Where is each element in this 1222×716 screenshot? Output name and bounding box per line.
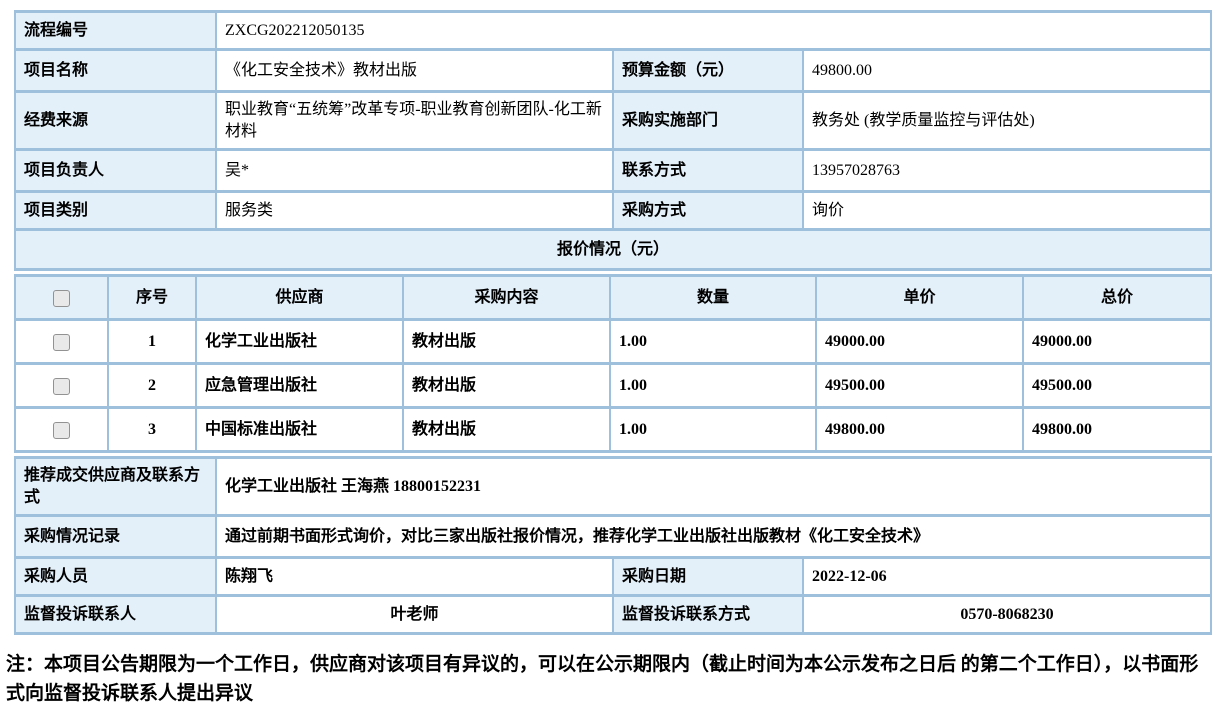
purchase-method-label: 采购方式 [612, 190, 804, 232]
process-no-label: 流程编号 [14, 10, 217, 51]
budget-label: 预算金额（元） [612, 48, 804, 93]
qty-cell: 1.00 [609, 362, 817, 410]
project-name-value: 《化工安全技术》教材出版 [215, 48, 614, 93]
recommended-supplier-label: 推荐成交供应商及联系方式 [14, 456, 217, 518]
purchase-method-value: 询价 [801, 190, 1213, 232]
row-checkbox[interactable] [53, 421, 70, 439]
qty-cell: 1.00 [609, 318, 817, 366]
supplier-cell: 化学工业出版社 [195, 318, 404, 366]
project-category-value: 服务类 [215, 190, 614, 232]
supervisor-label: 监督投诉联系人 [14, 594, 217, 636]
row-no: 1 [107, 318, 197, 366]
budget-value: 49800.00 [801, 48, 1213, 93]
quote-row: 2 应急管理出版社 教材出版 1.00 49500.00 49500.00 [14, 362, 1212, 410]
recommended-supplier-value: 化学工业出版社 王海燕 18800152231 [214, 456, 1213, 518]
row-no: 2 [107, 362, 197, 410]
supplier-cell: 中国标准出版社 [195, 406, 404, 454]
funding-source-value: 职业教育“五统筹”改革专项-职业教育创新团队-化工新材料 [215, 89, 614, 152]
supervisor-contact-value: 0570-8068230 [801, 594, 1213, 636]
column-header-qty: 数量 [609, 274, 817, 322]
column-header-no: 序号 [107, 274, 197, 322]
total-cell: 49800.00 [1022, 406, 1212, 454]
quote-table: 序号 供应商 采购内容 数量 单价 总价 1 化学工业出版社 教材出版 1.00… [14, 274, 1212, 454]
table-row: 项目名称 《化工安全技术》教材出版 预算金额（元） 49800.00 [14, 48, 1213, 93]
quote-section-title: 报价情况（元） [13, 228, 1213, 272]
contact-label: 联系方式 [612, 148, 804, 194]
content-cell: 教材出版 [402, 362, 611, 410]
quote-header-row: 序号 供应商 采购内容 数量 单价 总价 [14, 274, 1212, 322]
supplier-cell: 应急管理出版社 [195, 362, 404, 410]
unit-price-cell: 49500.00 [815, 362, 1024, 410]
project-category-label: 项目类别 [14, 190, 217, 232]
table-row: 项目负责人 吴* 联系方式 13957028763 [14, 148, 1213, 194]
summary-table: 推荐成交供应商及联系方式 化学工业出版社 王海燕 18800152231 采购情… [14, 456, 1213, 636]
purchasing-dept-label: 采购实施部门 [612, 89, 804, 152]
unit-price-cell: 49800.00 [815, 406, 1024, 454]
procurement-announcement-page: 流程编号 ZXCG202212050135 项目名称 《化工安全技术》教材出版 … [6, 10, 1213, 708]
table-row: 监督投诉联系人 叶老师 监督投诉联系方式 0570-8068230 [14, 594, 1213, 636]
table-row: 报价情况（元） [13, 228, 1213, 272]
supervisor-value: 叶老师 [215, 594, 614, 636]
quote-row: 3 中国标准出版社 教材出版 1.00 49800.00 49800.00 [14, 406, 1212, 454]
table-row: 采购情况记录 通过前期书面形式询价，对比三家出版社报价情况，推荐化学工业出版社出… [14, 514, 1213, 560]
quote-row: 1 化学工业出版社 教材出版 1.00 49000.00 49000.00 [14, 318, 1212, 366]
purchaser-label: 采购人员 [14, 556, 217, 598]
row-checkbox[interactable] [53, 377, 70, 395]
table-row: 项目类别 服务类 采购方式 询价 [14, 190, 1213, 232]
project-name-label: 项目名称 [14, 48, 217, 93]
qty-cell: 1.00 [609, 406, 817, 454]
contact-value: 13957028763 [801, 148, 1213, 194]
project-leader-value: 吴* [215, 148, 614, 194]
select-all-checkbox[interactable] [53, 289, 70, 307]
table-row: 流程编号 ZXCG202212050135 [14, 10, 1213, 51]
column-header-supplier: 供应商 [195, 274, 404, 322]
column-header-unit-price: 单价 [815, 274, 1024, 322]
supervisor-contact-label: 监督投诉联系方式 [612, 594, 804, 636]
purchase-date-value: 2022-12-06 [801, 556, 1213, 598]
column-header-content: 采购内容 [402, 274, 611, 322]
content-cell: 教材出版 [402, 318, 611, 366]
project-info-table: 流程编号 ZXCG202212050135 项目名称 《化工安全技术》教材出版 … [13, 10, 1213, 272]
table-row: 采购人员 陈翔飞 采购日期 2022-12-06 [14, 556, 1213, 598]
total-cell: 49500.00 [1022, 362, 1212, 410]
content-cell: 教材出版 [402, 406, 611, 454]
row-checkbox[interactable] [53, 333, 70, 351]
column-header-total: 总价 [1022, 274, 1212, 322]
purchase-record-value: 通过前期书面形式询价，对比三家出版社报价情况，推荐化学工业出版社出版教材《化工安… [214, 514, 1213, 560]
purchaser-value: 陈翔飞 [215, 556, 614, 598]
unit-price-cell: 49000.00 [815, 318, 1024, 366]
total-cell: 49000.00 [1022, 318, 1212, 366]
funding-source-label: 经费来源 [14, 89, 217, 152]
row-checkbox-cell [14, 318, 109, 366]
select-all-cell [14, 274, 109, 322]
row-checkbox-cell [14, 362, 109, 410]
announcement-note: 注：本项目公告期限为一个工作日，供应商对该项目有异议的，可以在公示期限内（截止时… [6, 654, 1199, 704]
process-no-value: ZXCG202212050135 [214, 10, 1213, 51]
purchase-record-label: 采购情况记录 [14, 514, 217, 560]
row-no: 3 [107, 406, 197, 454]
row-checkbox-cell [14, 406, 109, 454]
project-leader-label: 项目负责人 [14, 148, 217, 194]
purchase-date-label: 采购日期 [612, 556, 804, 598]
table-row: 推荐成交供应商及联系方式 化学工业出版社 王海燕 18800152231 [14, 456, 1213, 518]
purchasing-dept-value: 教务处 (教学质量监控与评估处) [801, 89, 1213, 152]
table-row: 经费来源 职业教育“五统筹”改革专项-职业教育创新团队-化工新材料 采购实施部门… [14, 89, 1213, 152]
